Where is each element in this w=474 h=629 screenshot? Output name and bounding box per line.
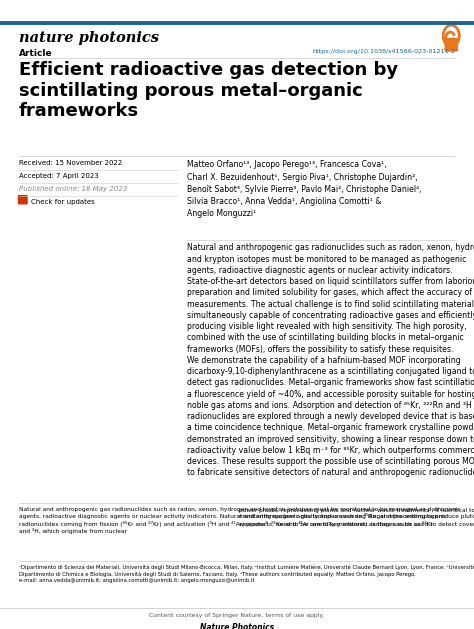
FancyBboxPatch shape xyxy=(18,196,27,204)
FancyBboxPatch shape xyxy=(445,38,457,51)
Text: Content courtesy of Springer Nature, terms of use apply.: Content courtesy of Springer Nature, ter… xyxy=(149,613,325,618)
Text: Received: 15 November 2022: Received: 15 November 2022 xyxy=(19,160,122,167)
Text: Matteo Orfano¹³, Jacopo Perego¹³, Francesca Cova¹,
Charl X. Bezuidenhout¹, Sergi: Matteo Orfano¹³, Jacopo Perego¹³, France… xyxy=(187,160,422,218)
Text: Published online: 18 May 2023: Published online: 18 May 2023 xyxy=(19,186,128,192)
Text: Natural and anthropogenic gas radionuclides such as radon, xenon, hydrogen and k: Natural and anthropogenic gas radionucli… xyxy=(19,507,461,535)
Text: https://doi.org/10.1038/s41566-023-01211-2: https://doi.org/10.1038/s41566-023-01211… xyxy=(312,49,455,54)
Text: Article: Article xyxy=(19,49,53,58)
Text: Natural and anthropogenic gas radionuclides such as radon, xenon, hydrogen
and k: Natural and anthropogenic gas radionucli… xyxy=(187,243,474,477)
Text: Accepted: 7 April 2023: Accepted: 7 April 2023 xyxy=(19,173,99,179)
Text: Efficient radioactive gas detection by
scintillating porous metal–organic
framew: Efficient radioactive gas detection by s… xyxy=(19,61,398,120)
Text: Check for updates: Check for updates xyxy=(31,199,94,206)
Text: ¹Dipartimento di Scienza dei Materiali, Università degli Studi Milano-Bicocca, M: ¹Dipartimento di Scienza dei Materiali, … xyxy=(19,564,474,582)
Text: power plants, reprocessing plants and nuclear waste treatments¹, it is critical : power plants, reprocessing plants and nu… xyxy=(239,507,474,526)
Text: Nature Photonics: Nature Photonics xyxy=(200,623,274,629)
Text: nature photonics: nature photonics xyxy=(19,31,159,45)
